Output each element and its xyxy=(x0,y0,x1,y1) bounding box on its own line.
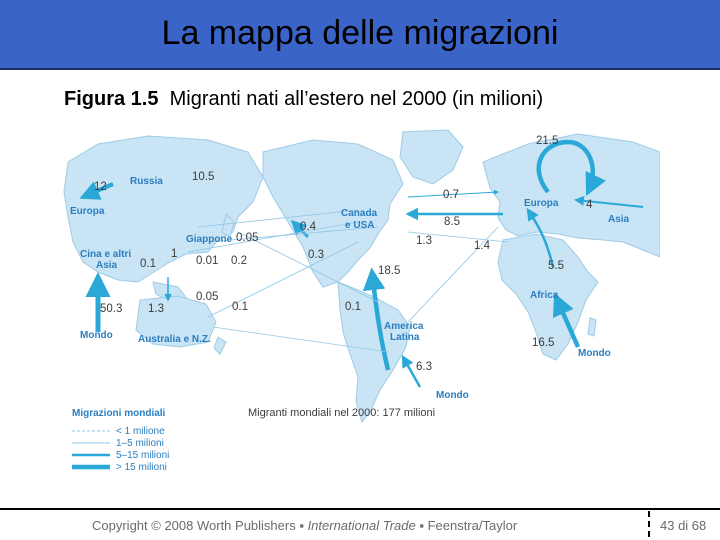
flow-world-bottom xyxy=(401,354,422,388)
thin-flow-4 xyxy=(207,241,359,318)
region-label-africa: Africa xyxy=(530,290,559,301)
thin-flow-2 xyxy=(207,226,379,243)
region-label-america-2: Latina xyxy=(390,332,420,343)
landmass-north-america xyxy=(262,139,404,288)
flow-value: 50.3 xyxy=(100,303,122,315)
copyright-text: Copyright © 2008 Worth Publishers ▪ xyxy=(92,518,308,533)
flow-value: 0.05 xyxy=(236,232,258,244)
region-label-asia-right: Asia xyxy=(608,214,630,225)
landmass-africa xyxy=(497,233,599,361)
migration-map: Russia Europa Giappone Cina e altri Asia… xyxy=(63,129,660,473)
page-number: 43 di 68 xyxy=(660,518,707,533)
region-label-giappone: Giappone xyxy=(186,234,233,245)
footer-copyright: Copyright © 2008 Worth Publishers ▪ Inte… xyxy=(92,518,517,533)
flow-africa-to-europe xyxy=(526,207,555,268)
title-bar: La mappa delle migrazioni xyxy=(0,0,720,70)
landmass-south-america xyxy=(337,281,411,424)
region-label-russia: Russia xyxy=(130,176,163,187)
landmass-australia xyxy=(135,295,217,348)
flow-value: 0.1 xyxy=(345,301,361,313)
flow-value: 10.5 xyxy=(192,171,214,183)
flow-value: 0.2 xyxy=(231,255,247,267)
region-label-mondo-left: Mondo xyxy=(80,330,113,341)
flow-value: 0.3 xyxy=(308,249,324,261)
world-total-caption: Migranti mondiali nel 2000: 177 milioni xyxy=(248,407,435,419)
flow-arrows xyxy=(79,139,644,388)
flow-value: 1.3 xyxy=(416,235,432,247)
region-label-cina-2: Asia xyxy=(96,260,118,271)
flow-asia-to-north-america xyxy=(290,219,310,239)
region-label-america-1: America xyxy=(384,321,424,332)
flow-value: 0.05 xyxy=(196,291,218,303)
thin-flow-7 xyxy=(407,231,509,243)
region-label-canada-1: Canada xyxy=(341,208,378,219)
flow-values: 12 10.5 0.05 0.01 0.2 0.1 1 50.3 1.3 0.0… xyxy=(94,135,593,373)
flow-value: 1 xyxy=(171,248,177,260)
flow-value: 6.3 xyxy=(416,361,432,373)
region-labels: Russia Europa Giappone Cina e altri Asia… xyxy=(70,176,630,401)
region-label-europa-right: Europa xyxy=(524,198,559,209)
flow-world-right xyxy=(552,292,581,348)
book-title: International Trade xyxy=(307,518,416,533)
land-masses xyxy=(63,129,660,424)
flow-value: 16.5 xyxy=(532,337,554,349)
region-label-mondo-right: Mondo xyxy=(578,348,611,359)
flow-value: 21.5 xyxy=(536,135,558,147)
region-label-australia: Australia e N.Z. xyxy=(138,334,211,345)
flow-value: 8.5 xyxy=(444,216,460,228)
legend-title: Migrazioni mondiali xyxy=(72,408,166,419)
flow-value: 0.1 xyxy=(140,258,156,270)
figure-label: Figura 1.5 xyxy=(64,88,159,110)
map-legend: Migrazioni mondiali < 1 milione 1–5 mili… xyxy=(72,408,169,473)
flow-value: 12 xyxy=(94,181,107,193)
footer-divider xyxy=(0,508,720,510)
thin-flow-1 xyxy=(197,209,359,228)
slide-title: La mappa delle migrazioni xyxy=(161,14,559,52)
flow-value: 5.5 xyxy=(548,260,564,272)
footer-separator xyxy=(648,511,650,537)
region-label-cina-1: Cina e altri xyxy=(80,249,131,260)
landmass-new-zealand xyxy=(213,336,227,355)
legend-label-large: 5–15 milioni xyxy=(116,450,169,461)
flow-asia-to-europe xyxy=(574,195,644,208)
flow-russia-to-europe xyxy=(79,181,114,200)
thin-flow-5 xyxy=(212,326,389,353)
flow-value: 18.5 xyxy=(378,265,400,277)
flow-value: 0.4 xyxy=(300,221,317,233)
region-label-mondo-bottom: Mondo xyxy=(436,390,469,401)
flow-value: 0.01 xyxy=(196,255,218,267)
figure-caption: Figura 1.5 Migranti nati all’estero nel … xyxy=(64,88,543,111)
flow-europe-circle xyxy=(536,139,606,197)
region-label-europa-left: Europa xyxy=(70,206,105,217)
landmass-greenland xyxy=(399,129,464,185)
landmass-eurasia-right xyxy=(482,133,660,258)
landmass-asia-left xyxy=(63,135,264,283)
flow-value: 0.1 xyxy=(232,301,248,313)
region-label-canada-2: e USA xyxy=(345,220,374,231)
legend-label-xlarge: > 15 milioni xyxy=(116,462,167,473)
thin-flow-3 xyxy=(187,221,359,253)
flow-value: 1.4 xyxy=(474,240,491,252)
figure-caption-text: Migranti nati all’estero nel 2000 (in mi… xyxy=(169,88,544,110)
thin-flow-6 xyxy=(237,231,379,303)
flow-value: 0.7 xyxy=(443,189,459,201)
legend-label-small: < 1 milione xyxy=(116,426,165,437)
flow-value: 4 xyxy=(586,199,593,211)
landmass-madagascar xyxy=(587,317,597,337)
author-text: ▪ Feenstra/Taylor xyxy=(415,518,518,533)
legend-label-medium: 1–5 milioni xyxy=(116,438,164,449)
thin-flows xyxy=(187,209,509,353)
flow-value: 1.3 xyxy=(148,303,164,315)
landmass-japan xyxy=(221,213,235,238)
flow-north-america-to-europe xyxy=(407,189,499,198)
thin-flow-8 xyxy=(407,226,499,323)
flow-latam-to-north-america xyxy=(362,267,391,371)
